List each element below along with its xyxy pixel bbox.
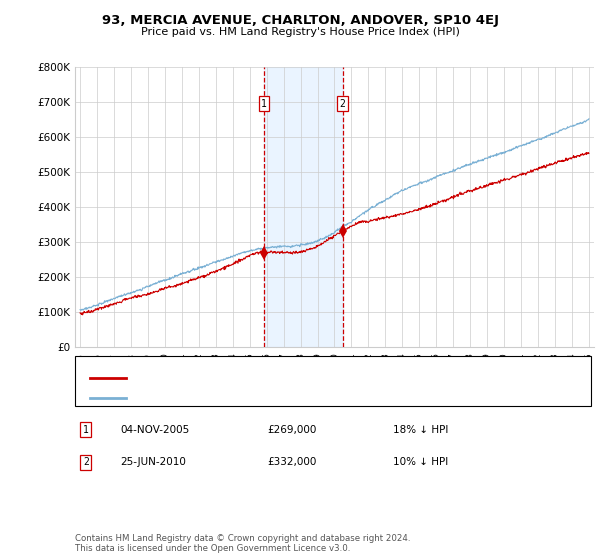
Text: £269,000: £269,000 <box>267 424 316 435</box>
Text: 93, MERCIA AVENUE, CHARLTON, ANDOVER, SP10 4EJ (detached house): 93, MERCIA AVENUE, CHARLTON, ANDOVER, SP… <box>135 373 508 383</box>
Text: Contains HM Land Registry data © Crown copyright and database right 2024.
This d: Contains HM Land Registry data © Crown c… <box>75 534 410 553</box>
Text: HPI: Average price, detached house, Test Valley: HPI: Average price, detached house, Test… <box>135 393 383 403</box>
Text: £332,000: £332,000 <box>267 457 316 467</box>
Text: 93, MERCIA AVENUE, CHARLTON, ANDOVER, SP10 4EJ: 93, MERCIA AVENUE, CHARLTON, ANDOVER, SP… <box>101 14 499 27</box>
Text: 10% ↓ HPI: 10% ↓ HPI <box>393 457 448 467</box>
Text: 2: 2 <box>340 99 346 109</box>
Text: 1: 1 <box>83 424 89 435</box>
Text: 18% ↓ HPI: 18% ↓ HPI <box>393 424 448 435</box>
Text: 2: 2 <box>83 457 89 467</box>
Text: 25-JUN-2010: 25-JUN-2010 <box>120 457 186 467</box>
Text: 1: 1 <box>261 99 267 109</box>
Bar <box>264 67 343 347</box>
Text: 04-NOV-2005: 04-NOV-2005 <box>120 424 189 435</box>
Text: Price paid vs. HM Land Registry's House Price Index (HPI): Price paid vs. HM Land Registry's House … <box>140 27 460 37</box>
